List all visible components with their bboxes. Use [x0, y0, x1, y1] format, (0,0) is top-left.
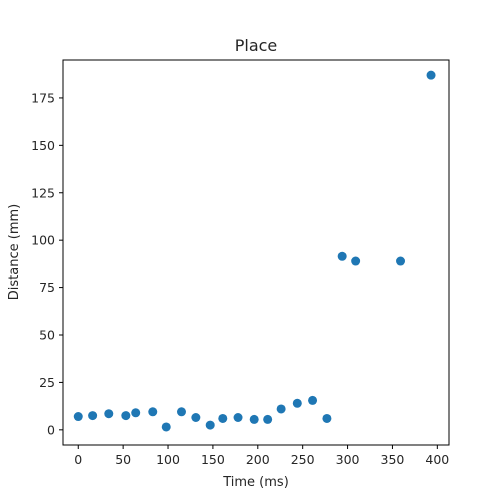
y-tick-label: 0 [47, 422, 55, 437]
y-tick-label: 125 [31, 185, 55, 200]
x-tick-label: 350 [381, 452, 405, 467]
data-point [249, 414, 259, 424]
x-tick-label: 300 [336, 452, 360, 467]
y-tick-label: 100 [31, 233, 55, 248]
data-point [263, 414, 273, 424]
data-point [337, 251, 347, 261]
data-point [104, 409, 114, 419]
x-tick-label: 100 [156, 452, 180, 467]
y-tick-label: 175 [31, 90, 55, 105]
x-tick-label: 400 [425, 452, 449, 467]
y-tick-label: 25 [39, 375, 55, 390]
data-point [218, 413, 228, 423]
data-point [233, 413, 243, 422]
data-point [426, 70, 436, 80]
data-point [88, 411, 98, 421]
y-tick-label: 50 [39, 328, 55, 343]
x-axis: 0 50 100 150 200 250 300 350 400 [74, 445, 449, 467]
data-point [148, 407, 158, 417]
y-tick-label: 75 [39, 280, 55, 295]
data-point [131, 408, 141, 418]
data-points [73, 70, 436, 432]
x-tick-label: 50 [115, 452, 131, 467]
data-point [276, 404, 286, 414]
data-point [161, 422, 171, 432]
y-axis-label: Distance (mm) [7, 204, 22, 300]
data-point [292, 398, 302, 408]
x-axis-label: Time (ms) [222, 475, 289, 490]
data-point [308, 395, 318, 405]
x-tick-label: 200 [246, 452, 270, 467]
data-point [73, 412, 83, 422]
data-point [176, 407, 186, 417]
chart-title: Place [235, 36, 278, 55]
x-tick-label: 0 [74, 452, 82, 467]
data-point [191, 413, 201, 422]
data-point [322, 413, 332, 423]
data-point [121, 411, 131, 421]
plot-frame [62, 59, 450, 446]
x-tick-label: 150 [201, 452, 225, 467]
y-axis: 0 25 50 75 100 125 150 175 [31, 90, 63, 437]
x-tick-label: 250 [291, 452, 315, 467]
data-point [351, 256, 361, 266]
data-point [396, 256, 406, 266]
y-tick-label: 150 [31, 138, 55, 153]
data-point [205, 420, 215, 430]
